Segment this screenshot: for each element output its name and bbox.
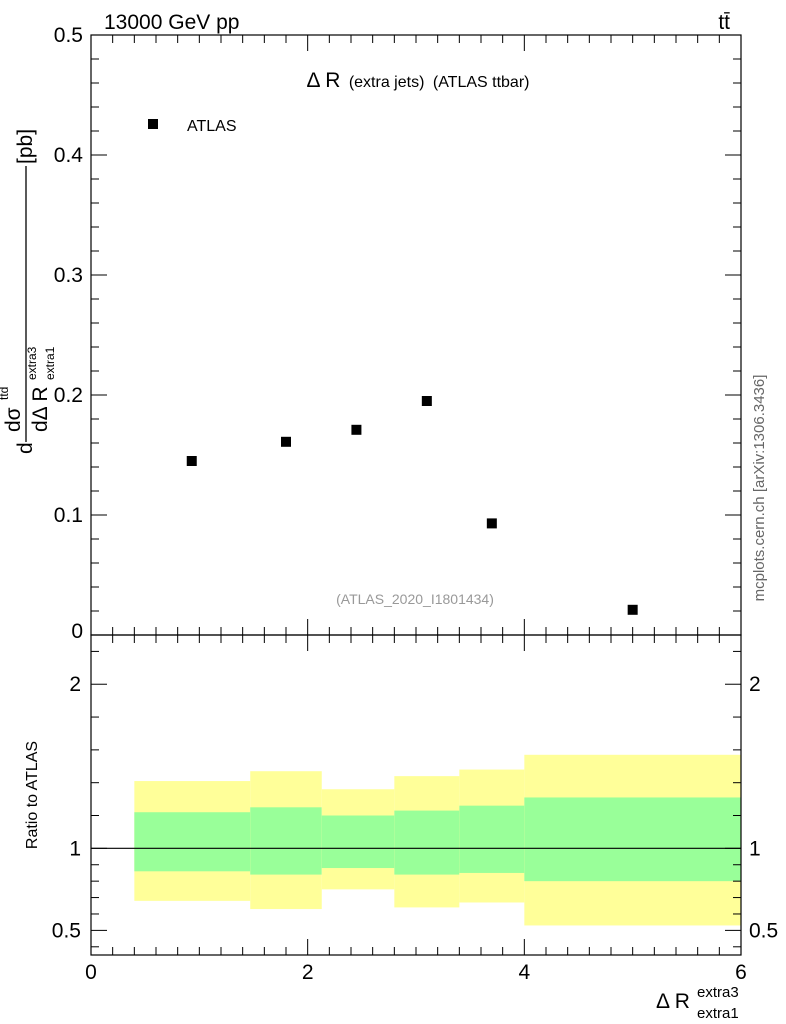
inner-band [134, 812, 251, 872]
main-y-tick-labels: 0.1 0.2 0.3 0.4 0.5 0 [54, 24, 84, 643]
process-label: tt̄ [718, 11, 730, 34]
inner-band [250, 807, 322, 875]
data-point [486, 518, 497, 529]
svg-text:extra1: extra1 [697, 1005, 739, 1022]
data-point [186, 456, 197, 466]
svg-text:[pb]: [pb] [14, 129, 37, 164]
main-axis-ticks [90, 34, 742, 636]
analysis-id: (ATLAS_2020_I1801434) [336, 591, 494, 607]
y-tick-label: 0.1 [54, 504, 83, 527]
data-points [186, 396, 638, 615]
legend-marker [148, 119, 158, 129]
main-y-axis-label: d dσ ttd dΔ R extra1 extra3 [pb] [0, 129, 57, 454]
svg-text:d: d [14, 442, 37, 454]
x-tick-label: 2 [302, 961, 314, 984]
svg-text:dσ: dσ [2, 407, 25, 432]
x-axis-label: Δ R extra3 extra1 [656, 984, 739, 1022]
data-point [281, 436, 291, 447]
svg-text:extra1: extra1 [43, 346, 57, 380]
inner-band [394, 810, 460, 875]
y-tick-label: 0.5 [52, 919, 81, 942]
main-panel: 0.1 0.2 0.3 0.4 0.5 0 Δ R (extra jets) (ATLAS… [0, 24, 742, 643]
ratio-y-axis-label: Ratio to ATLAS [24, 741, 41, 849]
data-point [627, 604, 638, 615]
y-tick-label: 0.3 [54, 264, 83, 287]
legend-label: ATLAS [187, 118, 237, 135]
data-point [421, 396, 432, 406]
y-tick-label-right: 1 [749, 837, 761, 860]
ratio-plot-frame [90, 634, 742, 956]
plot-title: Δ R (extra jets) (ATLAS ttbar) [307, 69, 530, 92]
y-tick-label: 0 [71, 620, 83, 643]
legend: ATLAS [148, 118, 237, 135]
svg-text:extra3: extra3 [697, 984, 739, 1001]
y-tick-label: 1 [69, 837, 81, 860]
y-tick-label: 0.2 [54, 384, 83, 407]
x-tick-label: 6 [735, 961, 747, 984]
y-tick-label: 0.5 [54, 24, 83, 47]
ratio-y-tick-labels: 0.5 0.5 1 1 2 2 [52, 673, 778, 942]
inner-band [321, 815, 395, 869]
svg-text:Δ R: Δ R [656, 990, 690, 1013]
uncertainty-bands [134, 754, 741, 926]
y-tick-label-right: 0.5 [749, 919, 778, 942]
svg-text:ttd: ttd [0, 387, 11, 400]
x-tick-label: 4 [518, 961, 530, 984]
y-tick-label-right: 2 [749, 673, 761, 696]
watermark: mcplots.cern.ch [arXiv:1306.3436] [751, 375, 768, 602]
data-point [351, 424, 362, 435]
y-tick-label: 0.4 [54, 144, 84, 167]
ratio-panel: 0.5 0.5 1 1 2 2 0 2 4 6 Ratio to ATLAS Δ R extra… [24, 634, 778, 1022]
inner-band [459, 805, 525, 873]
svg-text:extra3: extra3 [25, 346, 39, 380]
y-tick-label: 2 [69, 673, 81, 696]
energy-label: 13000 GeV pp [104, 11, 239, 34]
svg-text:dΔ R: dΔ R [29, 386, 52, 432]
inner-band [524, 797, 741, 882]
x-tick-labels: 0 2 4 6 [85, 961, 747, 984]
x-tick-label: 0 [85, 961, 97, 984]
